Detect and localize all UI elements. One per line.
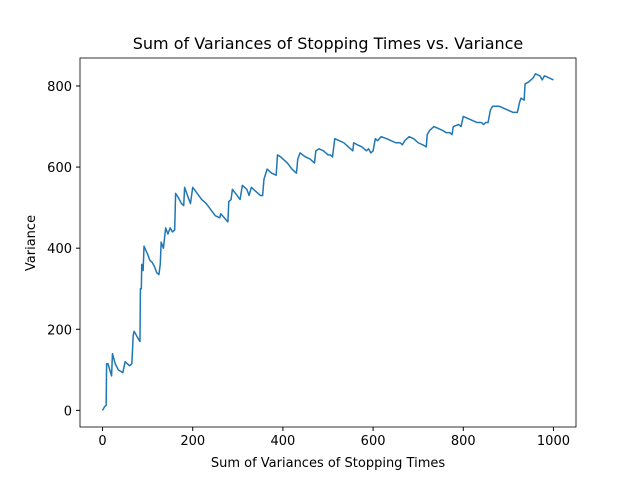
x-tick-label: 0 [98, 434, 106, 449]
x-tick-label: 400 [270, 434, 295, 449]
y-tick-label: 0 [64, 404, 72, 419]
x-tick-label: 1000 [537, 434, 570, 449]
chart-title: Sum of Variances of Stopping Times vs. V… [133, 34, 524, 53]
x-tick-label: 800 [451, 434, 476, 449]
x-tick-label: 200 [180, 434, 205, 449]
y-tick-label: 200 [47, 323, 72, 338]
x-axis-label: Sum of Variances of Stopping Times [211, 456, 446, 471]
plot-frame [79, 57, 577, 428]
y-tick-label: 800 [47, 80, 72, 95]
y-tick-label: 400 [47, 242, 72, 257]
data-line [101, 73, 554, 411]
x-tick-label: 600 [361, 434, 386, 449]
y-axis-label: Variance [24, 215, 39, 271]
y-tick-label: 600 [47, 161, 72, 176]
